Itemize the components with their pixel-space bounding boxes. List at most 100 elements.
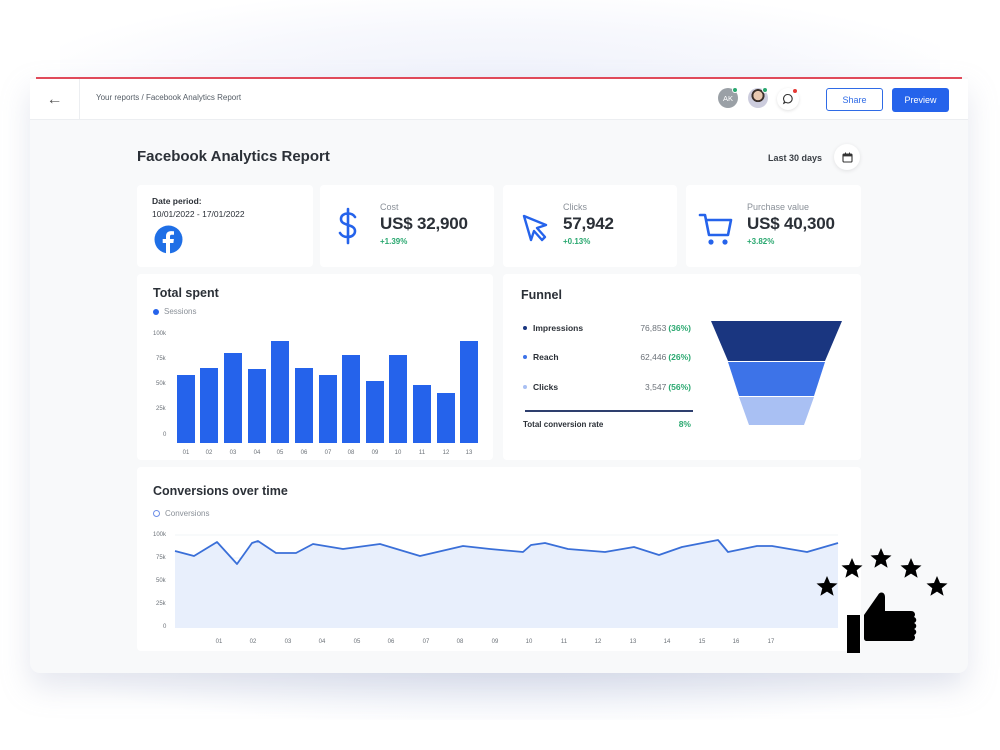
legend-dot	[153, 510, 160, 517]
total-spent-card: Total spent Sessions 100k 75k 50k 25k 0	[137, 274, 493, 460]
y-tick: 50k	[156, 381, 166, 387]
area-chart: 01 02 03 04 05 06 07 08 09 10 11 12 13 14 15 16 17	[174, 534, 839, 645]
kpi-label: Purchase value	[747, 202, 810, 212]
card-title: Funnel	[521, 288, 562, 302]
funnel-row-clicks: Clicks 3,547 (56%)	[523, 382, 691, 392]
star-icon	[926, 576, 948, 596]
cursor-icon	[522, 214, 548, 242]
breadcrumb[interactable]: Your reports / Facebook Analytics Report	[96, 93, 242, 102]
funnel-stage-name: Impressions	[533, 323, 584, 333]
y-tick: 75k	[156, 555, 166, 561]
total-conversion-value: 8%	[678, 419, 691, 429]
y-tick: 100k	[153, 331, 167, 337]
kpi-card-cost: Cost US$ 32,900 +1.39%	[320, 185, 494, 267]
svg-text:11: 11	[419, 450, 426, 456]
kpi-delta: +0.13%	[563, 237, 591, 246]
chart-legend: Conversions	[153, 509, 209, 518]
kpi-label: Clicks	[563, 202, 587, 212]
legend-label: Sessions	[164, 307, 197, 316]
funnel-stage-value: 3,547	[645, 382, 667, 392]
svg-text:01: 01	[183, 450, 190, 456]
kpi-value: 57,942	[563, 214, 614, 233]
report-window: ← Your reports / Facebook Analytics Repo…	[30, 77, 968, 673]
comments-button[interactable]	[777, 88, 799, 110]
back-button[interactable]: ←	[30, 79, 80, 120]
svg-text:05: 05	[354, 639, 361, 645]
svg-text:13: 13	[630, 639, 637, 645]
svg-text:04: 04	[254, 450, 261, 456]
date-period-label: Date period:	[152, 196, 202, 206]
y-tick: 25k	[156, 601, 166, 607]
svg-text:02: 02	[250, 639, 257, 645]
card-title: Total spent	[153, 286, 219, 300]
kpi-card-clicks: Clicks 57,942 +0.13%	[503, 185, 677, 267]
star-icon	[870, 548, 892, 568]
bars	[177, 341, 478, 443]
funnel-stage-pct: (26%)	[668, 352, 691, 362]
svg-text:12: 12	[443, 450, 450, 456]
svg-text:03: 03	[285, 639, 292, 645]
page-title: Facebook Analytics Report	[137, 148, 330, 165]
legend-dot	[523, 385, 527, 389]
svg-text:03: 03	[230, 450, 237, 456]
svg-text:06: 06	[301, 450, 308, 456]
funnel-stage-value: 76,853	[640, 323, 667, 333]
online-status-dot	[732, 87, 738, 93]
dollar-icon	[338, 207, 357, 245]
date-period-card: Date period: 10/01/2022 - 17/01/2022	[137, 185, 313, 267]
svg-text:08: 08	[457, 639, 464, 645]
calendar-button[interactable]	[834, 144, 860, 170]
funnel-stage-name: Clicks	[533, 382, 559, 392]
facebook-icon	[154, 225, 183, 254]
y-tick: 0	[163, 624, 167, 630]
date-range-label[interactable]: Last 30 days	[768, 153, 823, 163]
avatar-ak[interactable]: AK	[718, 87, 738, 108]
conversions-card: Conversions over time Conversions 100k 7…	[137, 467, 861, 651]
avatar-user-photo[interactable]	[748, 87, 768, 108]
svg-text:17: 17	[768, 639, 775, 645]
star-icon	[841, 558, 863, 578]
background-glow	[60, 0, 940, 90]
star-icon	[816, 576, 838, 596]
funnel-stage-pct: (56%)	[668, 382, 691, 392]
svg-text:06: 06	[388, 639, 395, 645]
kpi-card-purchase-value: Purchase value US$ 40,300 +3.82%	[686, 185, 861, 267]
svg-text:07: 07	[325, 450, 332, 456]
kpi-value: US$ 32,900	[380, 214, 468, 233]
cart-icon	[698, 213, 733, 245]
date-period-value: 10/01/2022 - 17/01/2022	[152, 209, 245, 219]
y-tick: 100k	[153, 532, 167, 538]
share-button[interactable]: Share	[826, 88, 883, 111]
funnel-card: Funnel Impressions 76,853 (36%) Reach 62…	[503, 274, 861, 460]
preview-button[interactable]: Preview	[892, 88, 949, 112]
legend-dot	[523, 355, 527, 359]
svg-text:14: 14	[664, 639, 671, 645]
legend-dot	[153, 308, 159, 315]
svg-text:10: 10	[526, 639, 533, 645]
kpi-label: Cost	[380, 202, 399, 212]
arrow-left-icon: ←	[46, 90, 63, 108]
calendar-icon	[841, 152, 853, 163]
avatar-initials: AK	[722, 93, 733, 103]
bar-chart: 01 02 03 04 05 06 07 08 09 10 11 12 13	[177, 341, 478, 456]
star-icon	[900, 558, 922, 578]
y-tick: 50k	[156, 578, 166, 584]
funnel-divider	[525, 410, 693, 412]
svg-text:10: 10	[395, 450, 402, 456]
y-tick: 25k	[156, 406, 166, 412]
notification-dot	[792, 88, 798, 94]
svg-text:16: 16	[733, 639, 740, 645]
svg-text:04: 04	[319, 639, 326, 645]
y-tick: 0	[163, 432, 167, 438]
top-bar: ← Your reports / Facebook Analytics Repo…	[30, 79, 968, 120]
funnel-row-reach: Reach 62,446 (26%)	[523, 352, 691, 362]
svg-text:11: 11	[561, 639, 568, 645]
funnel-total-row: Total conversion rate 8%	[523, 419, 691, 429]
legend-dot	[523, 326, 527, 330]
funnel-stage-pct: (36%)	[668, 323, 691, 333]
y-tick: 75k	[156, 356, 166, 362]
kpi-delta: +1.39%	[380, 237, 408, 246]
top-accent-bar	[36, 77, 962, 79]
svg-text:02: 02	[206, 450, 213, 456]
online-status-dot	[762, 87, 768, 93]
